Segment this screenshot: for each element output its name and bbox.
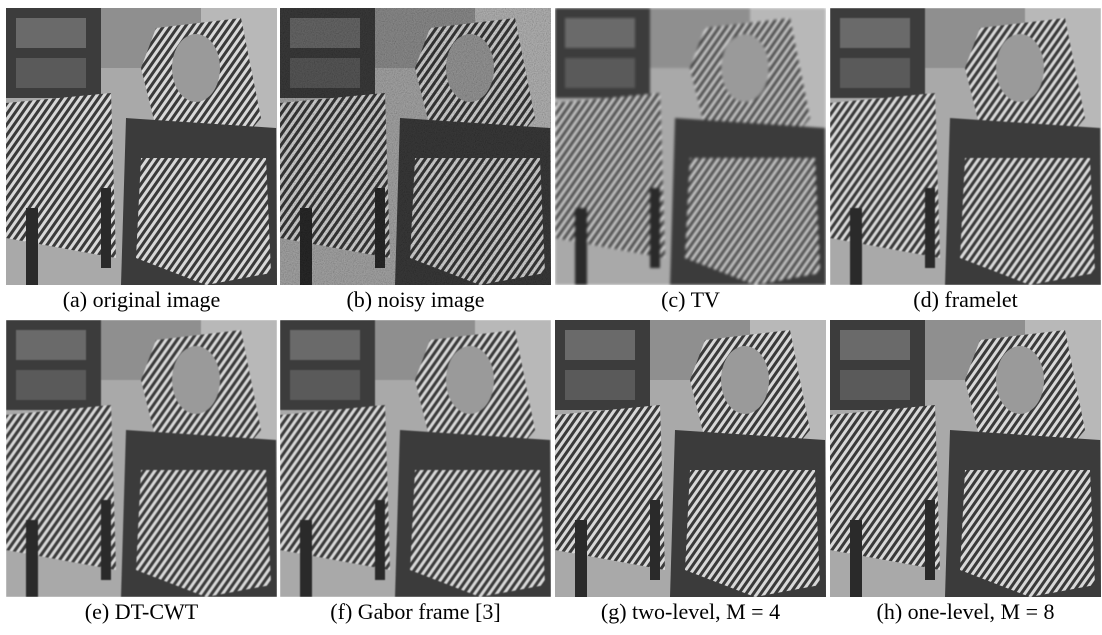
panel: (d) framelet	[830, 8, 1101, 313]
panel: (a) original image	[6, 8, 277, 313]
caption: (h) one-level, M = 8	[830, 599, 1101, 625]
panel-image	[555, 8, 826, 285]
panel: (f) Gabor frame [3]	[280, 320, 551, 625]
panel: (g) two-level, M = 4	[555, 320, 826, 625]
caption: (g) two-level, M = 4	[555, 599, 826, 625]
panel: (c) TV	[555, 8, 826, 313]
panel-image	[830, 8, 1101, 285]
image-content	[830, 320, 1101, 597]
panel-image	[280, 320, 551, 597]
panel-image	[830, 320, 1101, 597]
image-content	[555, 8, 826, 285]
caption: (a) original image	[6, 287, 277, 313]
image-content	[280, 8, 551, 285]
image-content	[830, 8, 1101, 285]
image-content	[6, 8, 277, 285]
panel-image	[555, 320, 826, 597]
caption: (c) TV	[555, 287, 826, 313]
caption: (e) DT-CWT	[6, 599, 277, 625]
page: (a) original image(b) noisy image(c) TV(…	[0, 0, 1102, 635]
panel-image	[6, 320, 277, 597]
panel: (h) one-level, M = 8	[830, 320, 1101, 625]
panel-image	[280, 8, 551, 285]
image-content	[6, 320, 277, 597]
caption: (b) noisy image	[280, 287, 551, 313]
panel-image	[6, 8, 277, 285]
image-content	[555, 320, 826, 597]
caption: (f) Gabor frame [3]	[280, 599, 551, 625]
caption: (d) framelet	[830, 287, 1101, 313]
panel: (b) noisy image	[280, 8, 551, 313]
image-content	[280, 320, 551, 597]
panel: (e) DT-CWT	[6, 320, 277, 625]
